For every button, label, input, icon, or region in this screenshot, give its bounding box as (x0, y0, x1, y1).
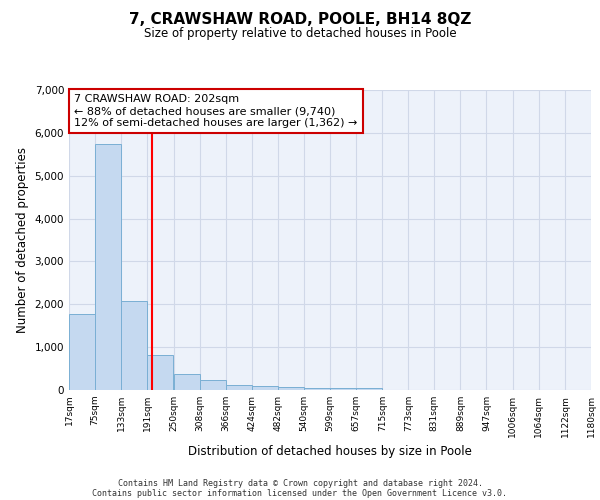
Text: Contains public sector information licensed under the Open Government Licence v3: Contains public sector information licen… (92, 488, 508, 498)
Bar (356, 388, 382, 390)
Bar (121, 301, 147, 390)
Bar (304, 388, 330, 390)
Bar (226, 385, 251, 390)
Bar (200, 380, 226, 390)
Bar (330, 388, 356, 390)
Bar (95, 144, 121, 390)
Bar (147, 355, 173, 390)
Text: 7 CRAWSHAW ROAD: 202sqm
← 88% of detached houses are smaller (9,740)
12% of semi: 7 CRAWSHAW ROAD: 202sqm ← 88% of detache… (74, 94, 358, 128)
Text: 7, CRAWSHAW ROAD, POOLE, BH14 8QZ: 7, CRAWSHAW ROAD, POOLE, BH14 8QZ (129, 12, 471, 28)
Text: Size of property relative to detached houses in Poole: Size of property relative to detached ho… (143, 28, 457, 40)
Bar (278, 387, 304, 390)
X-axis label: Distribution of detached houses by size in Poole: Distribution of detached houses by size … (188, 446, 472, 458)
Y-axis label: Number of detached properties: Number of detached properties (16, 147, 29, 333)
Text: Contains HM Land Registry data © Crown copyright and database right 2024.: Contains HM Land Registry data © Crown c… (118, 478, 482, 488)
Bar (69, 314, 95, 390)
Bar (173, 374, 200, 390)
Bar (251, 386, 278, 390)
